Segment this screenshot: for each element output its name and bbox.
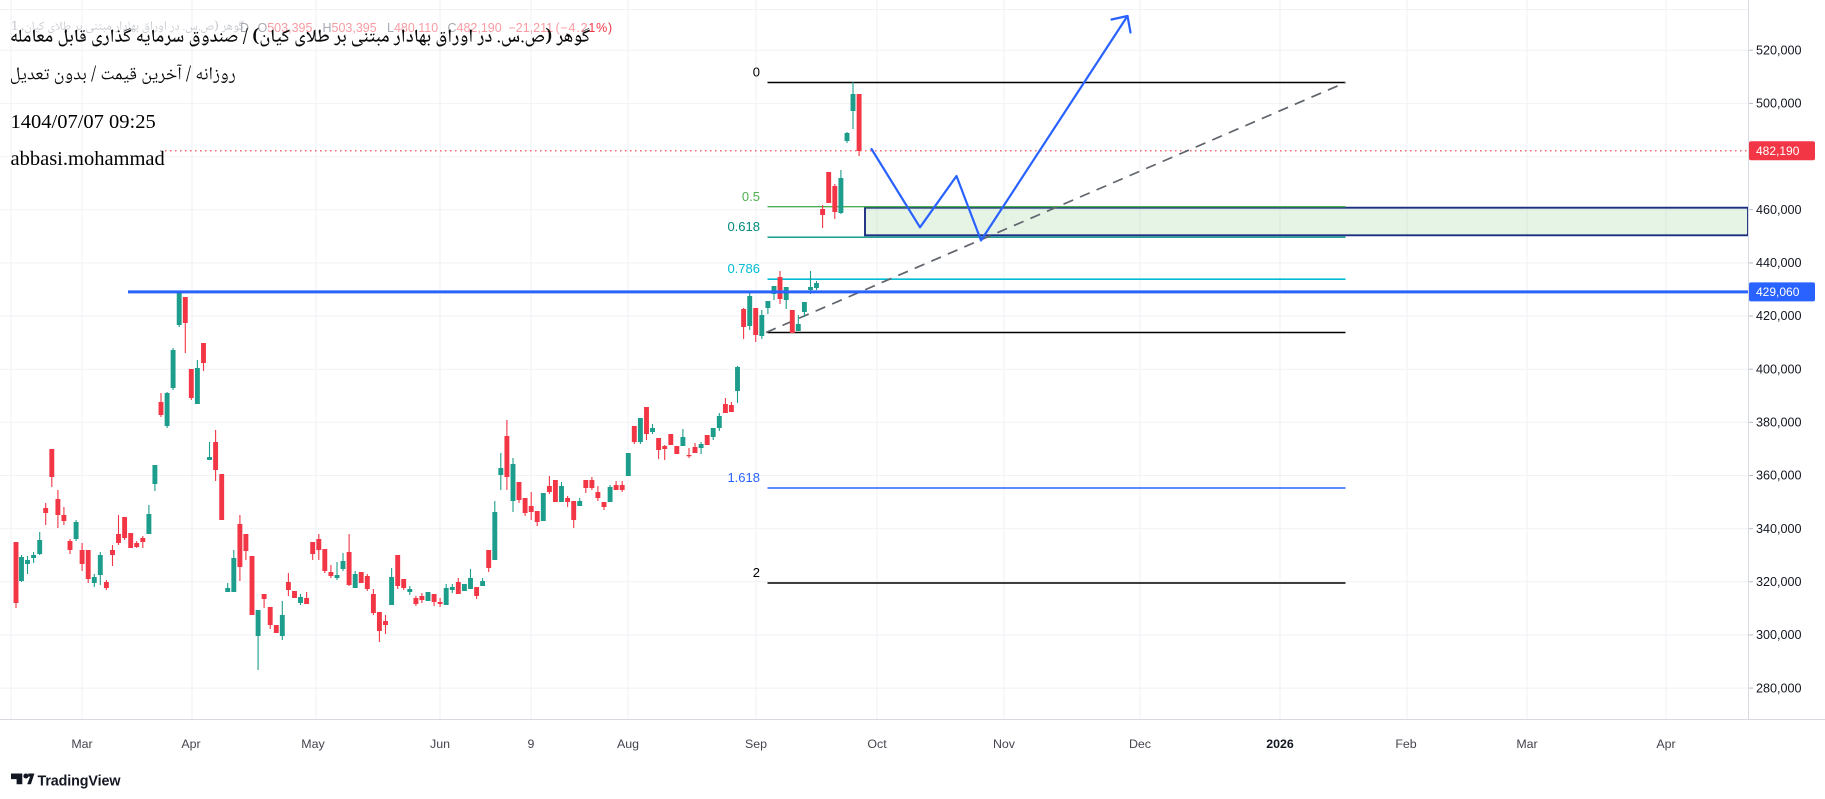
svg-text:280,000: 280,000 xyxy=(1756,681,1802,695)
svg-text:Sep: Sep xyxy=(745,737,767,751)
svg-text:0.618: 0.618 xyxy=(727,219,760,234)
svg-text:−21,211: −21,211 xyxy=(509,21,554,35)
svg-text:L480,110: L480,110 xyxy=(387,21,438,35)
svg-text:abbasi.mohammad: abbasi.mohammad xyxy=(11,148,165,170)
svg-text:0.5: 0.5 xyxy=(742,189,760,204)
svg-text:340,000: 340,000 xyxy=(1756,522,1802,536)
svg-text:(−4.21%): (−4.21%) xyxy=(556,21,613,35)
svg-text:Dec: Dec xyxy=(1129,737,1151,751)
svg-text:May: May xyxy=(301,737,325,751)
svg-text:300,000: 300,000 xyxy=(1756,628,1802,642)
svg-text:0.786: 0.786 xyxy=(727,261,760,276)
svg-text:2026: 2026 xyxy=(1266,737,1294,751)
svg-text:400,000: 400,000 xyxy=(1756,362,1802,376)
svg-text:H503,395: H503,395 xyxy=(323,21,377,35)
svg-text:320,000: 320,000 xyxy=(1756,575,1802,589)
svg-text:0: 0 xyxy=(753,65,760,80)
svg-text:Mar: Mar xyxy=(71,737,92,751)
svg-text:380,000: 380,000 xyxy=(1756,416,1802,430)
svg-text:C482,190: C482,190 xyxy=(448,21,502,35)
svg-text:Aug: Aug xyxy=(617,737,639,751)
svg-text:D: D xyxy=(240,21,249,35)
svg-text:1404/07/07 09:25: 1404/07/07 09:25 xyxy=(11,111,156,133)
svg-text:520,000: 520,000 xyxy=(1756,43,1802,57)
svg-text:460,000: 460,000 xyxy=(1756,203,1802,217)
svg-text:TradingView: TradingView xyxy=(38,773,122,789)
svg-text:2: 2 xyxy=(753,565,760,580)
svg-text:Mar: Mar xyxy=(1516,737,1537,751)
svg-text:O503,395: O503,395 xyxy=(258,21,313,35)
svg-text:500,000: 500,000 xyxy=(1756,97,1802,111)
svg-text:9: 9 xyxy=(528,737,535,751)
svg-text:Feb: Feb xyxy=(1395,737,1416,751)
svg-text:Apr: Apr xyxy=(1656,737,1675,751)
svg-text:360,000: 360,000 xyxy=(1756,469,1802,483)
svg-text:440,000: 440,000 xyxy=(1756,256,1802,270)
svg-text:420,000: 420,000 xyxy=(1756,309,1802,323)
svg-text:482,190: 482,190 xyxy=(1756,144,1800,158)
svg-text:Nov: Nov xyxy=(993,737,1016,751)
svg-text:Oct: Oct xyxy=(867,737,887,751)
svg-text:1.618: 1.618 xyxy=(727,470,760,485)
svg-text:429,060: 429,060 xyxy=(1756,285,1800,299)
svg-text:Apr: Apr xyxy=(181,737,200,751)
svg-text:Jun: Jun xyxy=(430,737,450,751)
